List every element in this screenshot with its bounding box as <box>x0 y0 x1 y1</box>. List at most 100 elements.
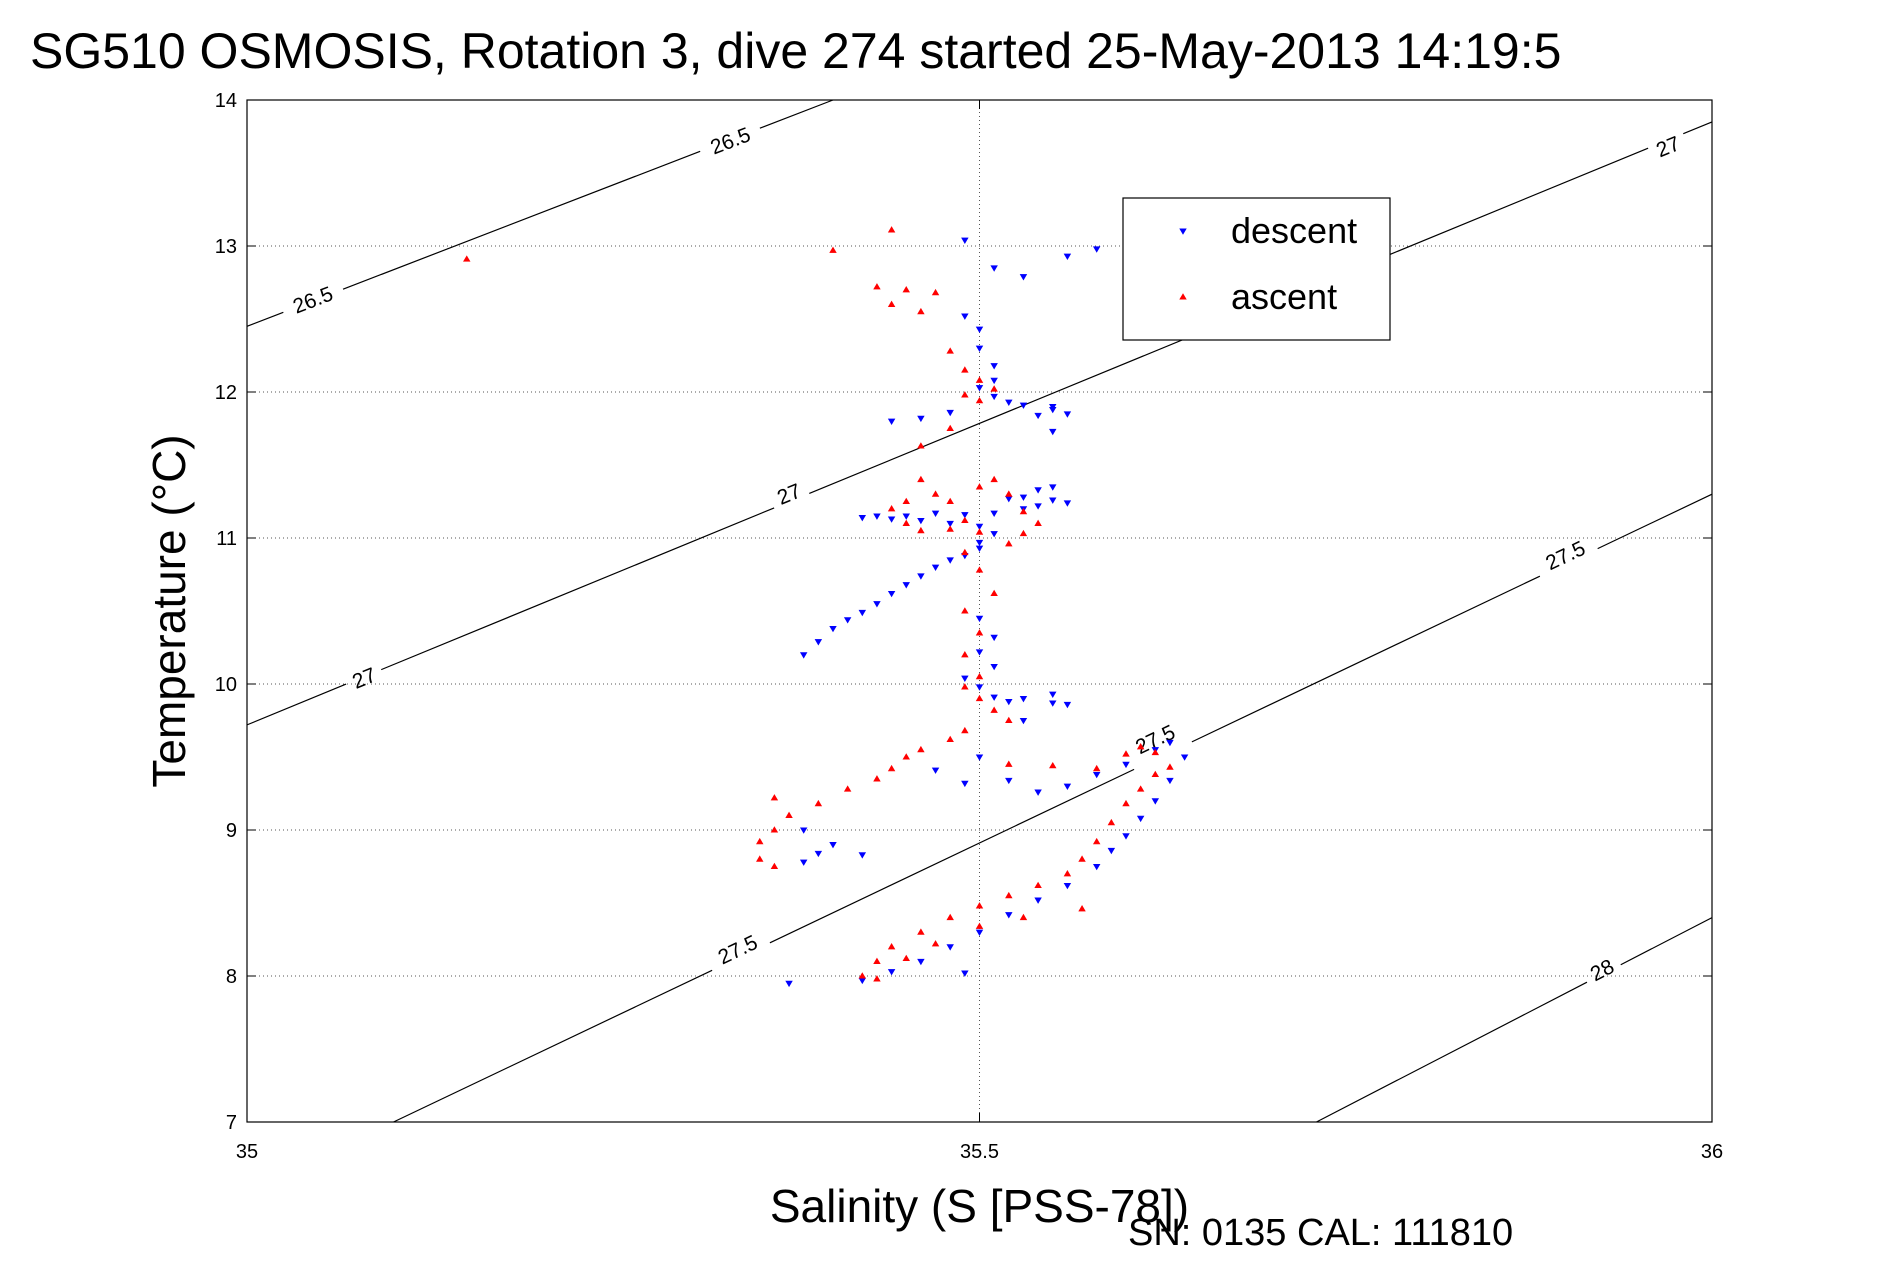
legend: descent ascent <box>1122 197 1391 341</box>
descent-point <box>1049 484 1057 491</box>
ascent-point <box>1019 529 1028 537</box>
isopycnal-line <box>1316 981 1588 1123</box>
descent-point <box>873 601 881 608</box>
ascent-point <box>1019 913 1028 921</box>
descent-point <box>961 675 969 682</box>
descent-point <box>975 754 984 761</box>
descent-point <box>990 510 998 517</box>
x-tick-label: 35.5 <box>960 1141 999 1163</box>
ascent-point <box>873 283 881 290</box>
ascent-point <box>1034 519 1042 526</box>
descent-point <box>1063 500 1072 507</box>
descent-point <box>1049 404 1057 411</box>
ascent-point <box>961 366 969 373</box>
descent-point <box>961 780 969 788</box>
ascent-point <box>961 607 969 614</box>
ascent-point <box>902 753 910 760</box>
descent-point <box>1063 411 1072 418</box>
isopycnal-line <box>381 507 775 671</box>
isopycnal-line <box>342 150 701 290</box>
ascent-point <box>1136 785 1145 792</box>
ascent-point <box>1122 799 1130 807</box>
isopycnal-label: 26.5 <box>707 123 753 159</box>
descent-point <box>975 523 984 531</box>
ascent-point <box>1122 750 1130 757</box>
ascent-point <box>873 775 881 782</box>
descent-point <box>799 652 808 659</box>
descent-point <box>946 409 954 417</box>
ascent-point <box>1005 760 1013 767</box>
descent-point <box>917 517 925 525</box>
ascent-point <box>770 826 779 833</box>
isopycnal-label: 27.5 <box>715 931 762 969</box>
ascent-point <box>1078 905 1086 912</box>
ascent-point <box>917 442 925 449</box>
descent-point <box>814 639 823 646</box>
descent-point <box>1092 771 1101 779</box>
descent-point <box>961 313 969 320</box>
isopycnal-label: 27.5 <box>1542 537 1589 575</box>
descent-point <box>829 842 837 849</box>
ascent-point <box>961 683 969 690</box>
ascent-point <box>931 288 940 296</box>
ascent-point <box>975 483 984 490</box>
serial-cal-footer: SN: 0135 CAL: 111810 <box>1128 1212 1513 1254</box>
descent-point <box>1166 777 1174 785</box>
ascent-point <box>1151 748 1160 756</box>
ascent-point <box>887 943 896 950</box>
descent-point <box>887 590 896 598</box>
descent-point <box>975 684 984 691</box>
ascent-point <box>1092 837 1101 845</box>
descent-point <box>1019 494 1028 501</box>
isopycnal-label: 27 <box>349 664 379 694</box>
ascent-point <box>785 811 793 818</box>
descent-point <box>975 929 984 936</box>
descent-point <box>1005 912 1013 919</box>
ascent-point <box>961 726 969 734</box>
descent-point <box>990 377 998 385</box>
descent-point <box>799 827 808 834</box>
descent-point <box>990 531 998 538</box>
isopycnal-line <box>1620 917 1713 966</box>
ascent-point <box>946 525 954 532</box>
isopycnal-line <box>769 768 1135 944</box>
isopycnal-line <box>1597 493 1713 550</box>
ascent-point <box>902 519 910 526</box>
descent-point <box>887 516 896 523</box>
ascent-point <box>931 490 940 497</box>
isopycnal-label: 27 <box>1653 132 1683 162</box>
legend-label-ascent: ascent <box>1231 276 1337 317</box>
descent-point <box>1049 497 1057 504</box>
descent-point <box>843 617 852 624</box>
ascent-point <box>975 672 984 680</box>
descent-point <box>917 415 925 423</box>
ascent-point <box>961 516 969 524</box>
descent-point <box>858 609 867 617</box>
descent-point <box>975 345 984 352</box>
ascent-point <box>902 497 910 505</box>
ascent-point <box>902 286 910 293</box>
isopycnal-label: 27 <box>774 480 804 510</box>
descent-point <box>975 385 984 392</box>
descent-point <box>1034 487 1042 494</box>
descent-point <box>917 958 925 966</box>
descent-point <box>975 326 984 334</box>
descent-point <box>946 557 954 564</box>
y-tick-label: 14 <box>215 90 237 112</box>
ascent-point <box>770 794 779 801</box>
descent-point <box>1034 789 1042 796</box>
y-tick-label: 9 <box>226 820 237 842</box>
descent-point <box>1019 717 1028 725</box>
descent-point <box>858 977 867 985</box>
legend-marker-descent <box>1179 228 1187 235</box>
descent-point <box>975 649 984 656</box>
isopycnal-label: 26.5 <box>290 282 336 318</box>
ascent-point <box>873 975 881 982</box>
descent-point <box>1019 274 1028 281</box>
series-descent <box>785 237 1189 988</box>
ascent-point <box>990 589 998 597</box>
ascent-point <box>946 913 954 921</box>
descent-point <box>814 850 823 858</box>
ascent-point <box>1019 507 1028 515</box>
ascent-point <box>946 347 954 354</box>
